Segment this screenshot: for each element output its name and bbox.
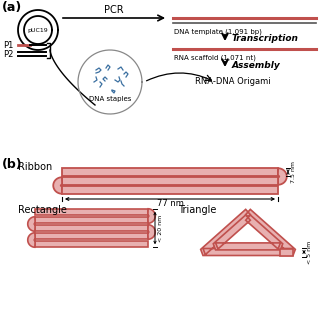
Text: Triangle: Triangle [178,205,216,215]
Text: 77 nm: 77 nm [156,199,183,209]
Polygon shape [62,186,278,194]
Polygon shape [35,217,148,223]
Text: Rectangle: Rectangle [18,205,67,215]
Polygon shape [35,209,148,215]
Polygon shape [278,168,287,185]
Polygon shape [148,209,155,223]
Text: RNA scaffold (1,071 nt): RNA scaffold (1,071 nt) [174,54,256,60]
Polygon shape [28,233,35,247]
Text: RNA-DNA Origami: RNA-DNA Origami [195,77,271,86]
Polygon shape [62,177,278,185]
Text: (b): (b) [2,158,23,171]
Polygon shape [35,233,148,239]
Polygon shape [35,241,148,247]
Text: P2: P2 [4,50,14,59]
Text: Ribbon: Ribbon [18,162,52,172]
Polygon shape [148,225,155,239]
Text: DNA staples: DNA staples [89,96,131,102]
Polygon shape [28,217,35,231]
Text: < 5 nm: < 5 nm [307,240,312,264]
Text: 7.5 nm: 7.5 nm [291,161,296,183]
Polygon shape [213,215,283,250]
Text: Transcription: Transcription [232,34,299,43]
Text: Assembly: Assembly [232,60,281,69]
Text: < 20 nm: < 20 nm [158,214,163,242]
Polygon shape [53,177,62,194]
Polygon shape [201,209,295,255]
Polygon shape [62,168,278,176]
Text: (a): (a) [2,1,22,14]
Text: PCR: PCR [104,5,124,15]
Text: pUC19: pUC19 [28,28,48,33]
Polygon shape [280,249,293,255]
Text: P1: P1 [4,41,14,50]
Text: DNA template (1,091 bp): DNA template (1,091 bp) [174,28,262,35]
Polygon shape [35,225,148,231]
